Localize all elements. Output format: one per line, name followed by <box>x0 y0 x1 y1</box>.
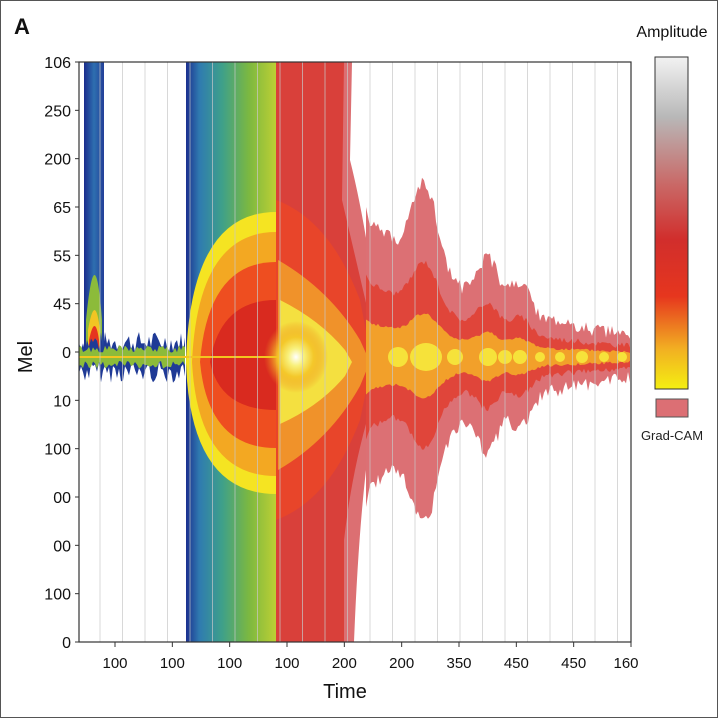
y-tick-label: 106 <box>44 55 71 72</box>
x-tick-label: 100 <box>160 655 185 672</box>
x-tick-label: 100 <box>102 655 127 672</box>
left-blue-band <box>84 62 104 362</box>
y-tick-label: 00 <box>53 490 71 507</box>
x-tick-label: 100 <box>217 655 242 672</box>
x-tick-label: 450 <box>561 655 586 672</box>
yellow-blob <box>410 343 442 371</box>
x-axis: 100 100 100 100 200 200 350 450 450 160 <box>102 642 639 672</box>
y-tick-label: 250 <box>44 103 71 120</box>
y-tick-label: 65 <box>53 200 71 217</box>
yellow-blob <box>599 352 609 362</box>
y-tick-label: 45 <box>53 297 71 314</box>
y-axis: 106 250 200 65 55 45 0 10 100 00 00 100 0 <box>44 55 79 652</box>
yellow-blob <box>447 349 463 365</box>
legend-label-gradcam: Grad-CAM <box>641 428 703 443</box>
yellow-blob <box>388 347 408 367</box>
y-tick-label: 55 <box>53 248 71 265</box>
colorbar <box>654 56 689 390</box>
yellow-tail-blobs <box>388 343 627 371</box>
x-tick-label: 450 <box>504 655 529 672</box>
y-tick-label: 100 <box>44 587 71 604</box>
legend-swatch-gradcam <box>655 398 689 418</box>
vertical-gridlines <box>99 62 618 642</box>
colorbar-title: Amplitude <box>636 24 707 41</box>
yellow-blob <box>535 352 545 362</box>
panel-label: A <box>14 14 30 39</box>
orange-tail <box>366 313 630 399</box>
y-tick-label: 100 <box>44 442 71 459</box>
yellow-blob <box>479 348 497 366</box>
x-tick-label: 100 <box>274 655 299 672</box>
yellow-blob <box>576 351 588 363</box>
yellow-blob <box>555 352 565 362</box>
deep-red-dome <box>210 300 276 410</box>
yellow-blob <box>513 350 527 364</box>
x-tick-label: 350 <box>446 655 471 672</box>
yellow-blob <box>617 352 627 362</box>
x-axis-label: Time <box>323 681 367 703</box>
x-tick-label: 200 <box>389 655 414 672</box>
x-tick-label: 160 <box>613 655 638 672</box>
y-tick-label: 00 <box>53 538 71 555</box>
y-axis-label: Mel <box>15 341 37 373</box>
y-tick-label: 0 <box>62 345 71 362</box>
heatmap-layer <box>79 62 630 642</box>
x-tick-label: 200 <box>332 655 357 672</box>
y-tick-label: 200 <box>44 152 71 169</box>
y-tick-label: 10 <box>53 393 71 410</box>
y-tick-label: 0 <box>62 635 71 652</box>
